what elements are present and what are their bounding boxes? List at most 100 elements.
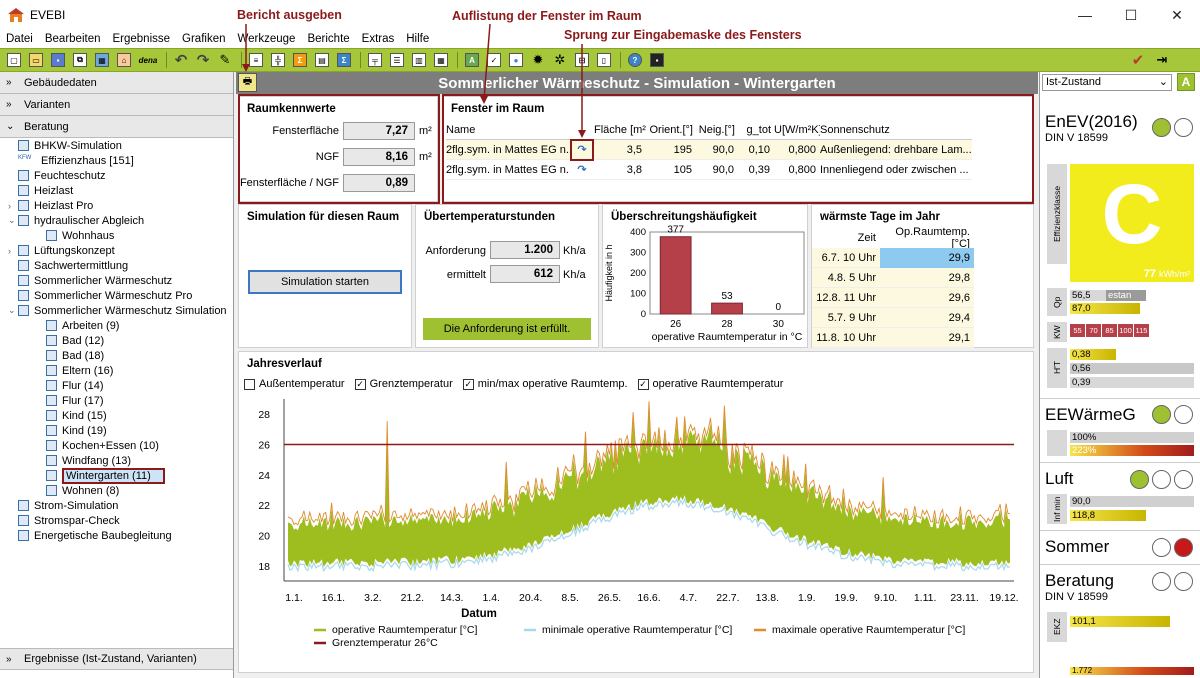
expand-down-icon[interactable]: ⌄ (8, 215, 16, 225)
building-icon[interactable]: ⌂ (114, 51, 134, 69)
check-list-icon[interactable]: ✓ (484, 51, 504, 69)
chart-icon[interactable]: ▥ (409, 51, 429, 69)
toolbar-separator (241, 52, 242, 68)
tree-item[interactable]: Wohnhaus (0, 228, 233, 243)
tree-item[interactable]: Energetische Baubegleitung (0, 528, 233, 543)
close-button[interactable]: ✕ (1171, 6, 1183, 23)
new-icon[interactable]: ▢ (4, 51, 24, 69)
menu-bearbeiten[interactable]: Bearbeiten (44, 33, 101, 45)
menu-datei[interactable]: Datei (6, 33, 33, 45)
tree-item[interactable]: Feuchteschutz (0, 168, 233, 183)
tree-item[interactable]: Eltern (16) (0, 363, 233, 378)
help-icon[interactable]: ? (625, 51, 645, 69)
bar-x-tick: 30 (773, 319, 785, 330)
calculator-icon[interactable]: ▪ (647, 51, 667, 69)
tree-item[interactable]: Windfang (13) (0, 453, 233, 468)
tree-item[interactable]: BHKW-Simulation (0, 138, 233, 153)
warm-row[interactable]: 11.8. 10 Uhr 29,1 (812, 328, 974, 348)
tree-item[interactable]: Bad (12) (0, 333, 233, 348)
accordion-gebaeudedaten[interactable]: » Gebäudedaten (0, 72, 233, 94)
expand-right-icon[interactable]: › (8, 200, 11, 211)
structure-icon[interactable]: ╬ (268, 51, 288, 69)
menu-werkzeuge[interactable]: Werkzeuge (237, 33, 296, 45)
abc-icon[interactable]: A (462, 51, 482, 69)
luft-status-green-icon (1130, 470, 1149, 489)
sum-orange-icon[interactable]: Σ (290, 51, 310, 69)
accordion-ergebnisse[interactable]: » Ergebnisse (Ist-Zustand, Varianten) (0, 648, 233, 670)
accordion-beratung[interactable]: ⌄ Beratung (0, 116, 233, 138)
table-icon[interactable]: ▦ (431, 51, 451, 69)
tree-item[interactable]: Flur (14) (0, 378, 233, 393)
series-toggle[interactable]: ✓ Grenztemperatur (354, 378, 453, 390)
double-chevron-right-icon: » (6, 99, 12, 110)
tree-item[interactable]: Sachwertermittlung (0, 258, 233, 273)
gear-icon[interactable]: ✲ (554, 52, 566, 67)
menu-extras[interactable]: Extras (361, 33, 395, 45)
simulation-start-button[interactable]: Simulation starten (248, 270, 402, 294)
print-report-button[interactable]: 🖶 (238, 73, 257, 92)
jump-to-window-icon[interactable]: ↷ (577, 164, 587, 176)
sum-blue-icon[interactable]: Σ (334, 51, 354, 69)
tree-item[interactable]: Kind (19) (0, 423, 233, 438)
accordion-varianten[interactable]: » Varianten (0, 94, 233, 116)
tree-item[interactable]: Kochen+Essen (10) (0, 438, 233, 453)
warm-row[interactable]: 5.7. 9 Uhr 29,4 (812, 308, 974, 328)
tree-item[interactable]: KFW Effizienzhaus [151] (0, 153, 233, 168)
redo-icon[interactable]: ↷ (196, 52, 210, 69)
series-toggle[interactable]: Außentemperatur (244, 378, 345, 390)
window-icon[interactable]: ⊞ (572, 51, 592, 69)
window-table-cell: 0,800 (788, 163, 816, 176)
hierarchy-icon[interactable]: ╤ (365, 51, 385, 69)
series-toggle[interactable]: ✓ min/max operative Raumtemp. (462, 378, 628, 390)
tree-item[interactable]: Wintergarten (11) (0, 467, 233, 484)
tree-item[interactable]: Kind (15) (0, 408, 233, 423)
menu-berichte[interactable]: Berichte (307, 33, 350, 45)
tree-item[interactable]: Sommerlicher Wärmeschutz (0, 273, 233, 288)
tree-item[interactable]: Wohnen (8) (0, 483, 233, 498)
minimize-button[interactable]: — (1078, 7, 1092, 23)
expand-down-icon[interactable]: ⌄ (8, 305, 16, 315)
confirm-check-icon[interactable]: ✔ (1131, 52, 1145, 69)
undo-icon[interactable]: ↶ (174, 52, 188, 69)
copy-icon[interactable]: ⧉ (70, 51, 90, 69)
tree-item[interactable]: Bad (18) (0, 348, 233, 363)
list-icon[interactable]: ☰ (387, 51, 407, 69)
tree-item[interactable]: ⌄ Sommerlicher Wärmeschutz Simulation (0, 303, 233, 318)
effizienz-label: Effizienzklasse (1047, 164, 1067, 264)
window-table-row[interactable]: 2flg.sym. in Mattes EG n... ↷ 3,8 105 90,0 0,… (446, 160, 972, 180)
project-icon[interactable]: ▦ (92, 51, 112, 69)
menu-hilfe[interactable]: Hilfe (406, 33, 430, 45)
series-toggle[interactable]: ✓ operative Raumtemperatur (637, 378, 783, 390)
tree-item[interactable]: Strom-Simulation (0, 498, 233, 513)
tree-item[interactable]: Heizlast (0, 183, 233, 198)
exit-icon[interactable]: ⇥ (1156, 52, 1168, 67)
warm-row[interactable]: 6.7. 10 Uhr 29,9 (812, 247, 974, 268)
tree-item[interactable]: ⌄ hydraulischer Abgleich (0, 213, 233, 228)
tree-item[interactable]: › Lüftungskonzept (0, 243, 233, 258)
expand-right-icon[interactable]: › (8, 245, 11, 256)
tree-item[interactable]: Sommerlicher Wärmeschutz Pro (0, 288, 233, 303)
jump-to-window-icon[interactable]: ↷ (577, 144, 587, 156)
tree-item[interactable]: Stromspar-Check (0, 513, 233, 528)
drop-icon[interactable]: ● (506, 51, 526, 69)
tree-item[interactable]: Flur (17) (0, 393, 233, 408)
zustand-select[interactable]: Ist-Zustand ⌄ (1042, 74, 1172, 91)
tree-item[interactable]: › Heizlast Pro (0, 198, 233, 213)
window-table-row[interactable]: 2flg.sym. in Mattes EG n... ↷ 3,5 195 90,0 0,… (446, 140, 972, 160)
printer-icon: 🖶 (242, 76, 253, 87)
warm-row[interactable]: 4.8. 5 Uhr 29,8 (812, 268, 974, 288)
maximize-button[interactable]: ☐ (1124, 6, 1138, 23)
menu-ergebnisse[interactable]: Ergebnisse (112, 33, 171, 45)
warm-row[interactable]: 12.8. 11 Uhr 29,6 (812, 288, 974, 308)
report-icon[interactable]: ≡ (246, 51, 266, 69)
wand-icon[interactable]: ✎ (219, 52, 231, 67)
document-icon[interactable]: ▯ (594, 51, 614, 69)
tree-item[interactable]: Arbeiten (9) (0, 318, 233, 333)
a-level-icon[interactable]: A (1177, 73, 1195, 91)
sun-icon[interactable]: ✹ (532, 52, 544, 67)
dena-icon[interactable]: dena (138, 55, 158, 65)
open-icon[interactable]: ▭ (26, 51, 46, 69)
save-icon[interactable]: ▪ (48, 51, 68, 69)
grid-icon[interactable]: ▤ (312, 51, 332, 69)
menu-grafiken[interactable]: Grafiken (182, 33, 226, 45)
